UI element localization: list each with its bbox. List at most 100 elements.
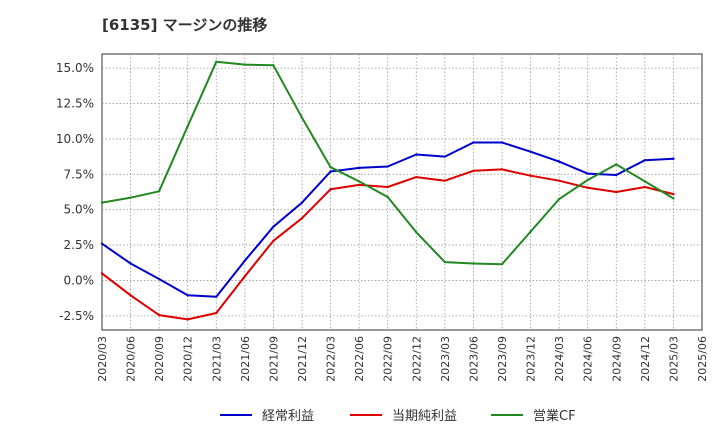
data-point <box>129 294 132 297</box>
data-point <box>472 262 475 265</box>
data-point <box>386 165 389 168</box>
y-tick-label: 7.5% <box>64 167 95 181</box>
data-point <box>129 262 132 265</box>
data-point <box>586 172 589 175</box>
data-point <box>500 262 504 266</box>
data-point <box>615 163 618 166</box>
data-point <box>386 185 389 189</box>
y-tick-label: -2.5% <box>59 309 94 323</box>
data-point <box>415 153 418 156</box>
data-point <box>357 166 361 170</box>
y-tick-label: 10.0% <box>56 132 94 146</box>
x-tick-label: 2023/06 <box>467 336 480 382</box>
data-point <box>100 201 104 204</box>
data-point <box>215 295 218 298</box>
x-tick-label: 2021/09 <box>267 336 280 382</box>
data-point <box>186 294 189 297</box>
y-axis-ticks: 15.0% 12.5% 10.0% 7.5% 5.0% 2.5% 0.0% -2.5% <box>56 61 94 323</box>
data-point <box>329 170 332 173</box>
x-tick-label: 2023/09 <box>496 336 509 382</box>
data-point <box>443 155 447 158</box>
legend-label: 当期純利益 <box>392 409 457 424</box>
data-point <box>215 60 218 63</box>
data-point <box>529 230 532 233</box>
data-point <box>215 311 218 315</box>
x-tick-label: 2021/06 <box>239 336 252 382</box>
data-point <box>586 178 589 182</box>
data-point <box>415 231 418 234</box>
x-tick-label: 2025/03 <box>667 336 680 382</box>
legend: 経常利益 当期純利益 営業CF <box>220 408 576 424</box>
data-point <box>643 158 647 162</box>
data-point <box>243 63 247 66</box>
x-tick-label: 2025/06 <box>696 336 709 382</box>
data-point <box>443 179 447 182</box>
x-tick-label: 2022/09 <box>382 336 395 382</box>
data-point <box>157 190 161 193</box>
data-point <box>415 175 418 179</box>
data-point <box>557 197 561 201</box>
data-point <box>100 272 104 275</box>
x-tick-label: 2023/12 <box>525 336 538 382</box>
data-point <box>472 169 475 172</box>
grid-lines <box>102 54 702 330</box>
x-tick-label: 2024/09 <box>610 336 623 382</box>
plot-area <box>101 53 703 331</box>
x-tick-label: 2021/12 <box>296 336 309 382</box>
y-tick-label: 15.0% <box>56 61 94 75</box>
x-axis-ticks: 2020/03 2020/06 2020/09 2020/12 2021/03 2021/… <box>96 336 709 382</box>
x-tick-label: 2020/03 <box>96 336 109 382</box>
data-point <box>443 260 447 264</box>
y-tick-label: 12.5% <box>56 97 94 111</box>
data-point <box>329 187 332 191</box>
data-point <box>472 141 475 144</box>
data-point <box>300 201 304 204</box>
x-tick-label: 2024/03 <box>553 336 566 382</box>
legend-label: 経常利益 <box>262 409 314 424</box>
data-point <box>300 116 304 119</box>
x-tick-label: 2024/06 <box>582 336 595 382</box>
data-point <box>272 239 275 243</box>
data-point <box>129 196 132 199</box>
data-point <box>386 195 389 199</box>
data-point <box>500 168 504 171</box>
data-point <box>157 313 161 317</box>
data-point <box>557 179 561 182</box>
data-point <box>157 277 161 281</box>
x-tick-label: 2020/06 <box>125 336 138 382</box>
data-point <box>615 173 618 177</box>
data-point <box>357 183 361 187</box>
data-point <box>586 186 589 189</box>
x-tick-label: 2022/12 <box>410 336 423 382</box>
data-point <box>272 64 275 67</box>
data-point <box>615 190 618 194</box>
data-point <box>672 197 675 200</box>
data-point <box>186 124 189 128</box>
data-point <box>672 192 675 196</box>
x-tick-label: 2021/03 <box>210 336 223 382</box>
data-point <box>529 174 532 177</box>
data-point <box>529 150 532 153</box>
chart-title: [6135] マージンの推移 <box>102 16 268 34</box>
y-tick-label: 5.0% <box>64 203 95 217</box>
x-tick-label: 2020/12 <box>182 336 195 382</box>
data-point <box>300 216 304 220</box>
data-point <box>272 225 275 228</box>
data-point <box>643 185 647 189</box>
data-point <box>100 242 104 245</box>
data-point <box>357 180 361 183</box>
series-lines <box>100 60 675 321</box>
data-point <box>243 275 247 278</box>
data-point <box>243 259 247 262</box>
x-tick-label: 2023/03 <box>439 336 452 382</box>
data-point <box>643 180 647 183</box>
data-point <box>500 141 504 144</box>
y-tick-label: 2.5% <box>64 238 95 252</box>
x-tick-label: 2020/09 <box>153 336 166 382</box>
data-point <box>329 166 332 169</box>
legend-label: 営業CF <box>533 408 576 424</box>
data-point <box>672 157 675 160</box>
data-point <box>557 160 561 163</box>
y-tick-label: 0.0% <box>64 273 95 287</box>
